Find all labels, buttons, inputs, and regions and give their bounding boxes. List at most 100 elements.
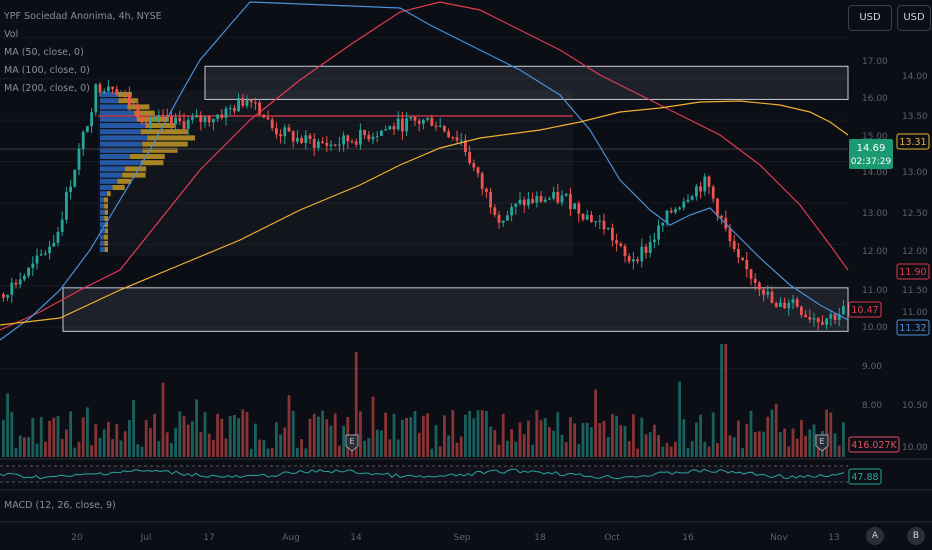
volume-profile-bar-buy [100, 98, 119, 104]
candle-body [388, 126, 392, 130]
candle-body [535, 196, 539, 203]
volume-bar [665, 442, 669, 457]
volume-bar [800, 419, 803, 457]
b-button[interactable]: B [907, 527, 925, 545]
time-axis-label: 18 [534, 533, 546, 543]
candle-body [443, 125, 446, 132]
candle-body [661, 222, 665, 226]
candle-body [476, 167, 480, 174]
candle-body [590, 214, 593, 223]
time-axis-label: Nov [770, 533, 788, 543]
candle-body [161, 114, 165, 117]
candle-body [762, 289, 765, 295]
candle-body [86, 126, 89, 133]
volume-bar [342, 425, 345, 457]
candle-body [111, 86, 114, 90]
candle-body [98, 84, 102, 93]
volume-bar [224, 438, 228, 457]
price-axis-label-left: 16.00 [862, 94, 888, 104]
candle-body [123, 93, 127, 95]
volume-bar [682, 419, 686, 457]
volume-profile-bar-sell [140, 160, 164, 166]
candle-body [367, 135, 371, 140]
ma200-value-badge-text: 13.31 [899, 137, 926, 148]
last-price-value: 14.69 [857, 143, 886, 154]
volume-bar [707, 446, 711, 457]
candle-body [207, 116, 211, 123]
volume-bar [94, 424, 98, 457]
volume-bar [359, 411, 362, 457]
volume-bar [548, 427, 551, 457]
volume-bar [573, 423, 576, 457]
candle-body [245, 99, 249, 106]
candle-body [699, 186, 702, 192]
candle-body [585, 214, 589, 220]
candle-body [674, 209, 677, 213]
candle-body [506, 215, 509, 221]
candle-body [392, 126, 396, 130]
volume-profile-bar-sell [105, 222, 108, 228]
candle-body [548, 198, 551, 200]
candle-body [115, 89, 119, 95]
auto-scale-button[interactable]: A [866, 527, 884, 545]
volume-profile-bar-buy [100, 92, 118, 97]
volume-bar [312, 413, 316, 457]
volume-bar [791, 428, 795, 457]
candle-body [107, 86, 110, 92]
candle-body [77, 148, 81, 170]
volume-profile-bar-sell [145, 123, 175, 128]
volume-bar [678, 381, 681, 457]
volume-bar [539, 420, 543, 457]
volume-bar [632, 414, 635, 457]
volume-bar [741, 448, 744, 457]
candle-body [132, 105, 135, 107]
volume-bar [283, 427, 287, 457]
candle-body [615, 240, 618, 244]
volume-bar [497, 444, 501, 457]
volume-bar [329, 425, 333, 457]
currency-button-right[interactable]: USD [897, 5, 931, 31]
volume-profile-bar-buy [100, 228, 106, 234]
volume-bar [123, 431, 127, 457]
volume-profile-bar-buy [100, 178, 118, 184]
volume-bar [594, 389, 597, 457]
volume-bar [216, 413, 219, 457]
candle-body [577, 203, 581, 214]
volume-bar [417, 432, 421, 457]
candle-body [279, 134, 282, 137]
volume-bar [367, 438, 371, 457]
volume-bar [149, 428, 152, 457]
currency-button-left[interactable]: USD [848, 5, 892, 31]
legend-ma50: MA (50, close, 0) [4, 47, 84, 58]
volume-bar [703, 441, 707, 457]
volume-bars [2, 344, 845, 457]
volume-bar [107, 421, 110, 457]
level-value-badge-bg [848, 301, 882, 318]
volume-bar [165, 432, 169, 457]
volume-bar [170, 443, 173, 457]
volume-bar [749, 410, 753, 457]
candle-body [140, 118, 144, 123]
ma100-value-badge-text: 11.90 [899, 267, 926, 278]
support-zone [62, 287, 849, 332]
candle-body [451, 137, 455, 139]
volume-bar [144, 420, 148, 457]
volume-bar [186, 424, 190, 457]
candle-body [632, 259, 635, 262]
volume-bar [413, 411, 417, 457]
volume-bar [690, 441, 694, 457]
volume-bar [115, 424, 119, 457]
time-axis-label: Oct [604, 533, 620, 543]
price-axis-label-right: 11.00 [902, 308, 928, 318]
volume-bar [577, 444, 581, 457]
candle-body [430, 117, 434, 126]
volume-bar [69, 411, 72, 457]
candle-body [497, 214, 501, 223]
price-axis-label-left: 11.00 [862, 286, 888, 296]
volume-bar [506, 440, 509, 457]
volume-bar [90, 445, 93, 457]
volume-bar [48, 420, 51, 457]
candle-body [510, 206, 513, 216]
volume-bar [657, 435, 660, 457]
